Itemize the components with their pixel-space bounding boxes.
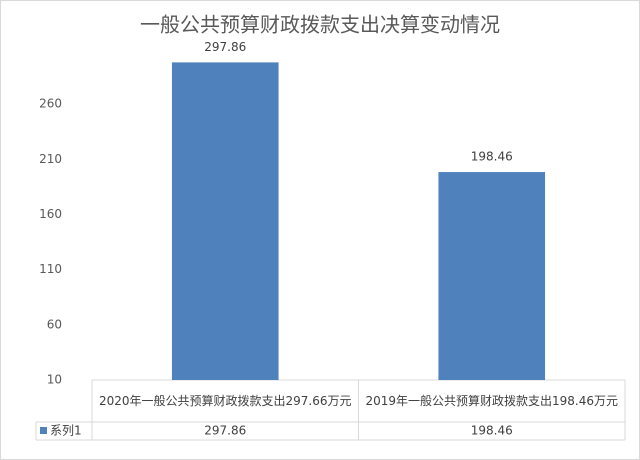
x-tick-label-box: 2020年一般公共预算财政拨款支出297.66万元: [98, 394, 352, 408]
bar: [438, 172, 546, 380]
x-tick-label-box: 2019年一般公共预算财政拨款支出198.46万元: [365, 394, 619, 408]
chart-title: 一般公共预算财政拨款支出决算变动情况: [140, 13, 500, 37]
x-tick-label: 2020年一般公共预算财政拨款支出297.66万元: [98, 394, 352, 408]
legend-swatch: [40, 427, 47, 434]
y-tick-label: 160: [39, 207, 62, 221]
value-label: 198.46: [471, 150, 513, 164]
bar: [171, 62, 279, 380]
legend-label: 系列1: [50, 424, 82, 438]
x-tick-label: 2019年一般公共预算财政拨款支出198.46万元: [365, 394, 619, 408]
value-label: 297.86: [204, 40, 246, 54]
y-tick-label: 210: [39, 152, 62, 166]
y-tick-label: 10: [47, 373, 62, 387]
y-tick-label: 60: [47, 317, 62, 331]
table-value: 297.86: [204, 424, 246, 438]
y-tick-label: 260: [39, 97, 62, 111]
y-tick-label: 110: [39, 262, 62, 276]
table-value: 198.46: [471, 424, 513, 438]
